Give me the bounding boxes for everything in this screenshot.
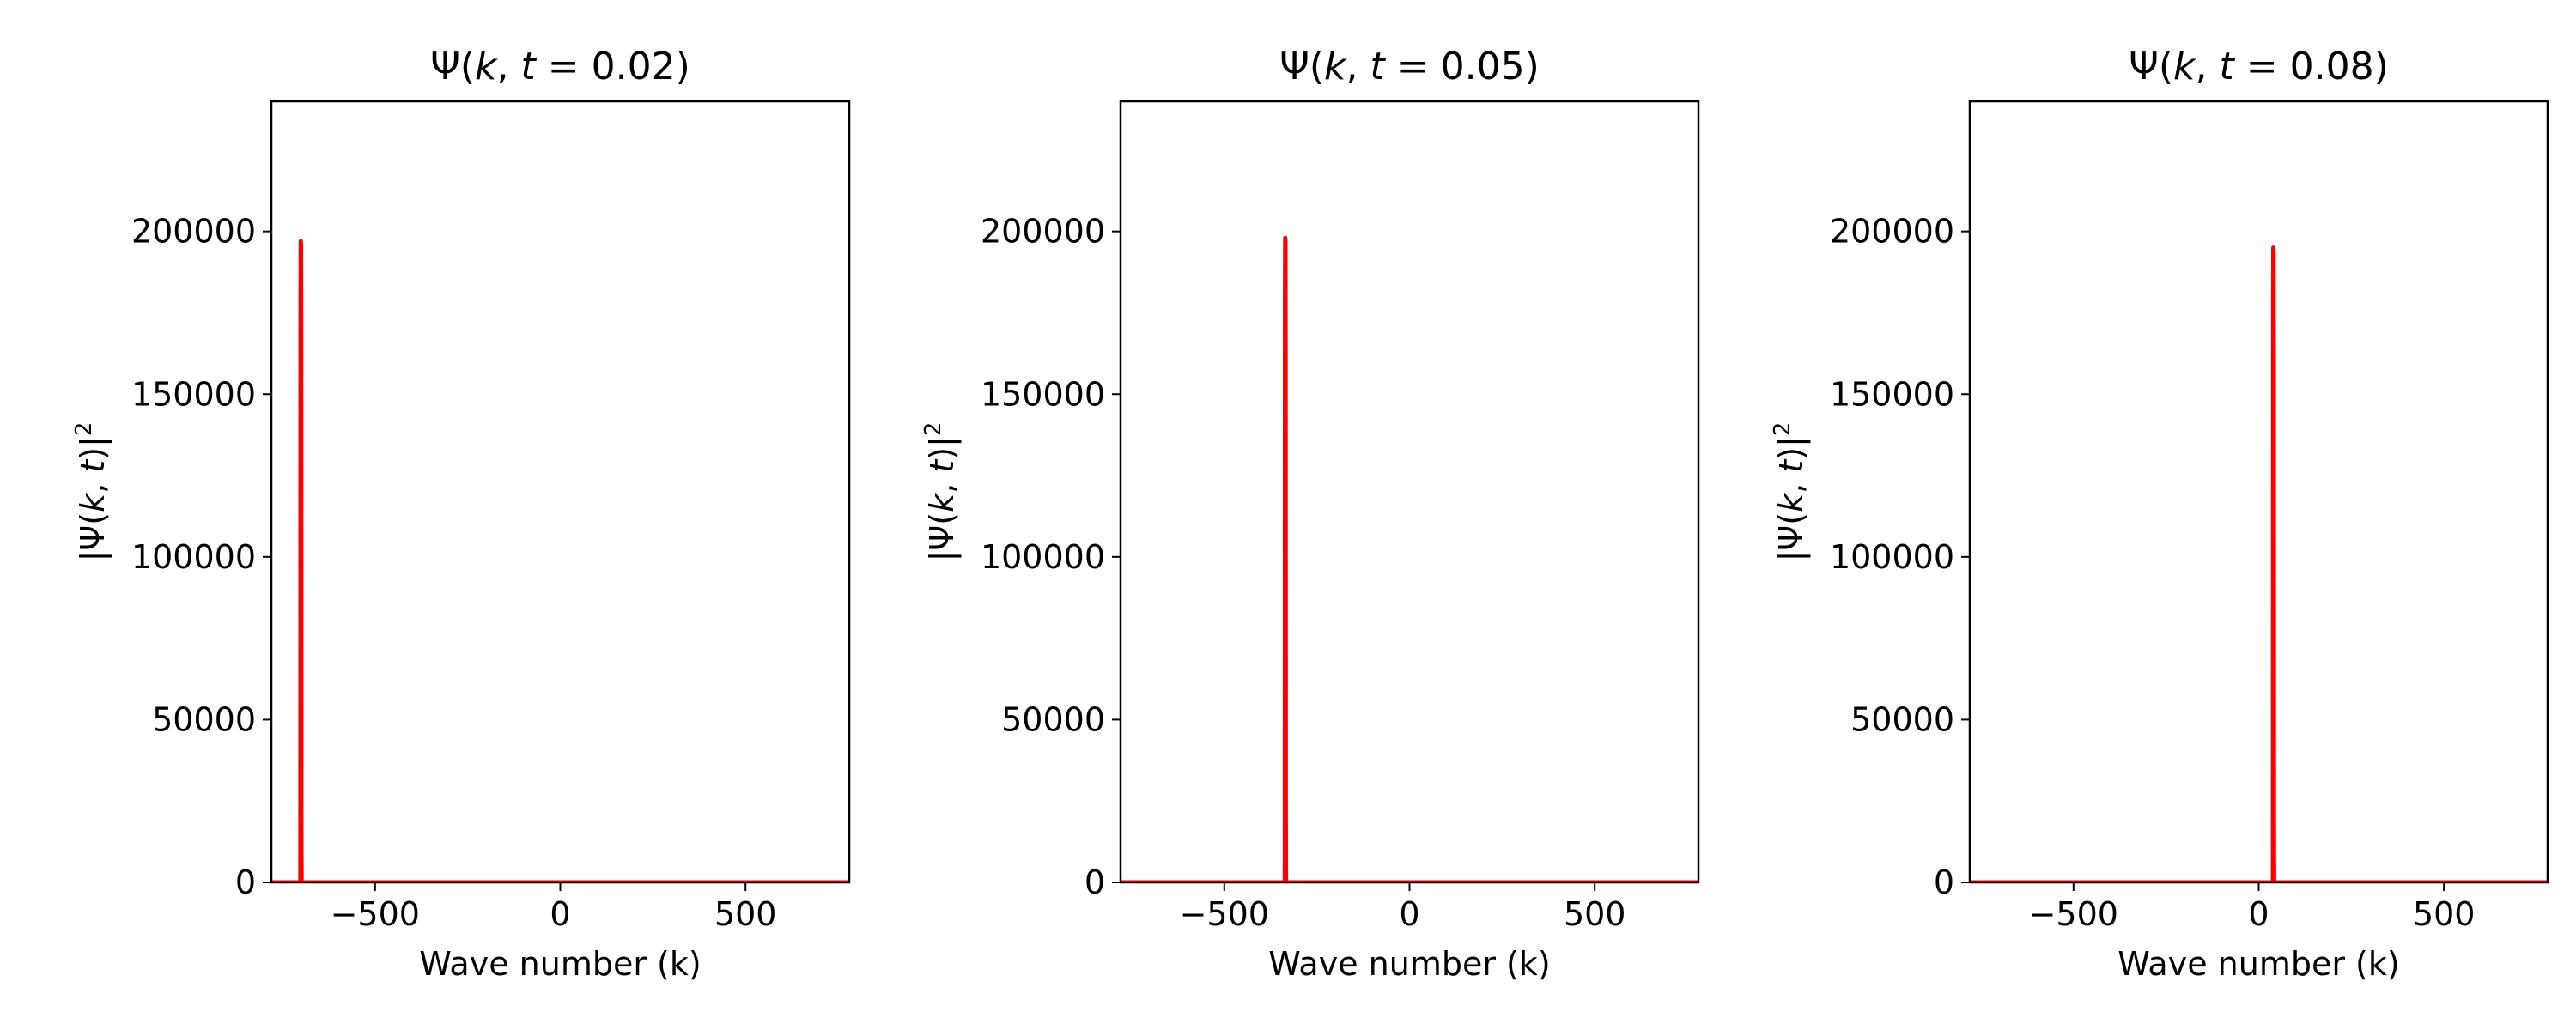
x-tick-label: 500: [714, 895, 777, 933]
y-tick-label: 200000: [131, 213, 256, 251]
y-tick-label: 50000: [1850, 700, 1954, 738]
x-tick-label: 0: [1399, 895, 1419, 933]
subplot-3: −500 0 500 0 50000 100000 150000 200000 Wave num…: [1770, 45, 2549, 983]
y-tick-label: 100000: [981, 538, 1105, 576]
series-line-1: [1970, 245, 2548, 882]
y-axis-title: |Ψ(k, t)|2: [1770, 422, 1811, 562]
y-tick-label: 200000: [1830, 213, 1954, 251]
y-tick-label: 50000: [1001, 700, 1105, 738]
y-axis-title: |Ψ(k, t)|2: [71, 422, 112, 562]
x-tick-label: 500: [2413, 895, 2476, 933]
y-tick-label: 100000: [1830, 538, 1954, 576]
y-tick-label: 100000: [131, 538, 256, 576]
series-line-1: [1121, 235, 1698, 882]
subplot-2: −500 0 500 0 50000 100000 150000 200000 Wave num…: [920, 45, 1700, 983]
y-tick-label: 150000: [131, 375, 256, 413]
y-tick-label: 0: [1934, 863, 1954, 901]
subplot-title: Ψ(k, t = 0.05): [1279, 45, 1540, 88]
x-tick-label: 500: [1564, 895, 1626, 933]
y-tick-label: 200000: [981, 213, 1105, 251]
x-tick-label: −500: [2029, 895, 2118, 933]
y-tick-label: 0: [1084, 863, 1105, 901]
subplot-title: Ψ(k, t = 0.08): [2129, 45, 2389, 88]
x-axis-title: Wave number (k): [419, 945, 701, 983]
subplot-title: Ψ(k, t = 0.02): [430, 45, 690, 88]
x-axis-title: Wave number (k): [1268, 945, 1550, 983]
x-tick-label: 0: [2248, 895, 2269, 933]
y-tick-label: 150000: [1830, 375, 1954, 413]
series-line-1: [271, 239, 849, 882]
y-tick-label: 0: [235, 863, 256, 901]
x-tick-label: −500: [1180, 895, 1269, 933]
subplot-1: −500 0 500 0 50000 100000 150000 200000 Wave num…: [71, 45, 851, 983]
y-axis-title: |Ψ(k, t)|2: [920, 422, 962, 562]
x-axis-title: Wave number (k): [2117, 945, 2399, 983]
y-tick-label: 50000: [152, 700, 256, 738]
x-tick-label: 0: [550, 895, 570, 933]
y-tick-label: 150000: [981, 375, 1105, 413]
x-tick-label: −500: [331, 895, 420, 933]
